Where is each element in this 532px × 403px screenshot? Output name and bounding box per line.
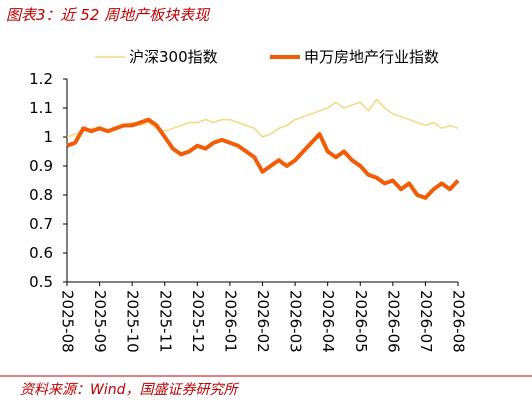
series-line — [66, 98, 459, 138]
x-tick-label: 2026-02 — [254, 290, 272, 353]
legend-label: 申万房地产行业指数 — [304, 48, 439, 66]
x-tick-label: 2025-12 — [189, 290, 207, 353]
y-tick-label: 0.6 — [29, 244, 53, 262]
y-tick-label: 1.1 — [29, 99, 53, 117]
y-tick-label: 0.9 — [29, 157, 53, 175]
y-tick-label: 1.2 — [29, 70, 53, 88]
y-tick-label: 0.7 — [29, 215, 53, 233]
y-tick-label: 0.5 — [29, 273, 53, 291]
x-tick-label: 2026-03 — [287, 290, 305, 353]
x-tick-label: 2025-09 — [91, 290, 109, 353]
x-tick-label: 2026-08 — [450, 290, 468, 353]
x-tick-label: 2025-11 — [156, 290, 174, 353]
y-tick-label: 1 — [43, 128, 53, 146]
x-tick-label: 2025-10 — [124, 290, 142, 353]
x-tick-label: 2026-06 — [384, 290, 402, 353]
x-tick-label: 2026-01 — [221, 290, 239, 353]
source-note: 资料来源：Wind，国盛证券研究所 — [20, 382, 239, 398]
legend-label: 沪深300指数 — [129, 48, 218, 66]
x-tick-label: 2026-07 — [417, 290, 435, 353]
x-tick-label: 2026-05 — [352, 290, 370, 353]
chart-title: 图表3：近 52 周地产板块表现 — [6, 6, 211, 24]
x-tick-label: 2025-08 — [59, 290, 77, 353]
x-tick-label: 2026-04 — [319, 290, 337, 353]
y-tick-label: 0.8 — [29, 186, 53, 204]
series-line — [66, 117, 460, 200]
